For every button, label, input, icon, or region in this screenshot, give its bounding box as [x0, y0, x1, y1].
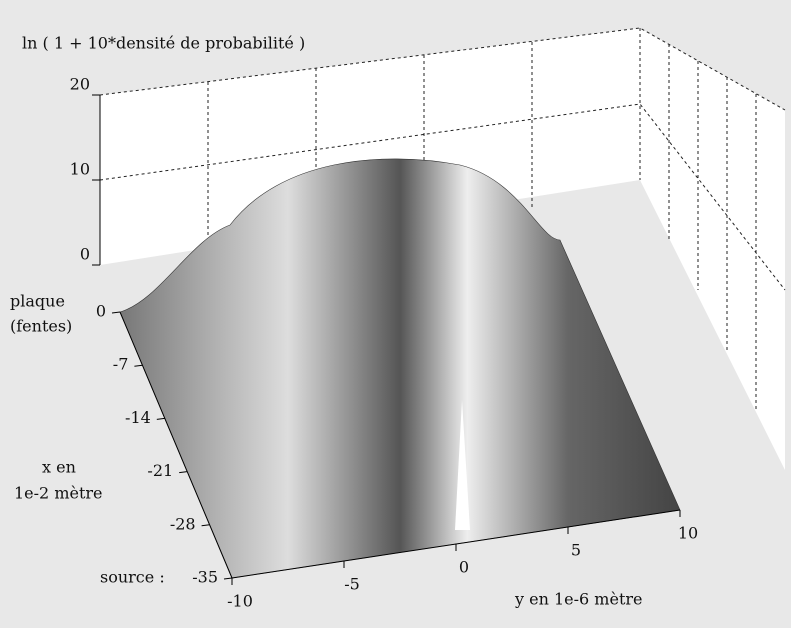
surface [119, 158, 681, 579]
y-tick-label: 10 [678, 524, 698, 543]
x-tick [201, 524, 210, 527]
x-tick [179, 471, 188, 474]
z-tick-label: 20 [70, 75, 90, 94]
x-axis-label: x en [42, 458, 76, 477]
x-start-label: plaque [10, 292, 65, 311]
y-tick-label: -5 [344, 575, 360, 594]
y-tick-label: 5 [571, 541, 581, 560]
z-axis-label: ln ( 1 + 10*densité de probabilité ) [22, 34, 305, 53]
x-tick-label: -35 [192, 568, 218, 587]
z-tick-label: 10 [70, 160, 90, 179]
x-tick-label: -21 [147, 461, 173, 480]
x-axis [119, 311, 233, 579]
x-tick-label: 0 [96, 302, 106, 321]
y-axis-label: y en 1e-6 mètre [514, 590, 643, 609]
box-grid [99, 27, 786, 410]
x-tick [223, 577, 233, 580]
back-wall [100, 28, 640, 265]
x-tick-label: -7 [113, 355, 129, 374]
x-tick-label: -28 [170, 514, 196, 533]
y-tick-label: 0 [459, 558, 469, 577]
x-axis-label: 1e-2 mètre [14, 484, 103, 503]
x-tick [111, 311, 121, 314]
surface-peak [455, 400, 470, 530]
x-tick [156, 417, 165, 420]
side-wall [640, 28, 785, 470]
x-tick-label: -14 [125, 408, 151, 427]
z-tick-label: 0 [80, 245, 90, 264]
x-end-label: source : [100, 568, 165, 587]
x-start-label: (fentes) [10, 317, 72, 336]
x-tick [134, 364, 143, 367]
y-tick-label: -10 [227, 592, 253, 611]
